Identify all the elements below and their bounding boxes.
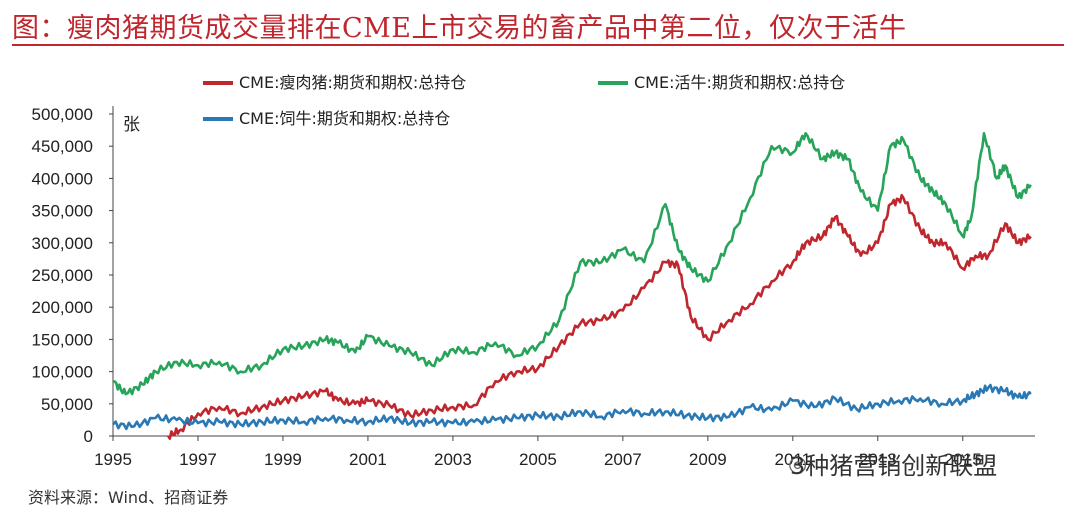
x-tick-label: 2001 — [349, 450, 387, 469]
x-tick-label: 1999 — [264, 450, 302, 469]
x-tick-label: 2011 — [775, 450, 812, 469]
y-tick-label: 200,000 — [32, 298, 93, 317]
chart-series — [112, 132, 1032, 440]
legend-label: CME:瘦肉猪:期货和期权:总持仓 — [239, 73, 466, 92]
x-tick-label: 2009 — [689, 450, 727, 469]
x-tick-label: 2005 — [519, 450, 557, 469]
y-tick-label: 0 — [84, 427, 93, 446]
watermark-text: 3种猪营销创新联盟 — [790, 452, 998, 480]
x-tick-label: 2015 — [944, 450, 982, 469]
series-line-2 — [112, 383, 1032, 431]
title-divider — [12, 44, 1064, 46]
x-tick-label: 2007 — [604, 450, 642, 469]
legend-label: CME:饲牛:期货和期权:总持仓 — [239, 109, 450, 128]
x-tick-label: 1997 — [179, 450, 217, 469]
y-tick-label: 300,000 — [32, 234, 93, 253]
x-tick-label: 1995 — [94, 450, 132, 469]
x-tick-label: 2013 — [859, 450, 897, 469]
y-tick-label: 350,000 — [32, 202, 93, 221]
y-tick-label: 500,000 — [32, 105, 93, 124]
chart-axes: 500,000 450,000 400,000 350,000 300,000 250,0… — [32, 105, 1035, 469]
series-line-0 — [167, 193, 1032, 440]
y-tick-label: 150,000 — [32, 330, 93, 349]
chart-title: 图：瘦肉猪期货成交量排在CME上市交易的畜产品中第二位，仅次于活牛 — [12, 13, 907, 44]
y-tick-label: 50,000 — [41, 395, 93, 414]
y-axis-unit: 张 — [123, 115, 140, 134]
series-line-1 — [112, 132, 1032, 396]
chart-legend: CME:瘦肉猪:期货和期权:总持仓 CME:活牛:期货和期权:总持仓 CME:饲牛:… — [203, 73, 845, 128]
legend-label: CME:活牛:期货和期权:总持仓 — [634, 73, 845, 92]
x-tick-label: 2003 — [434, 450, 472, 469]
y-tick-label: 400,000 — [32, 169, 93, 188]
y-tick-label: 100,000 — [32, 363, 93, 382]
source-note: 资料来源：Wind、招商证券 — [28, 488, 229, 507]
wechat-icon: ◎ — [788, 452, 808, 477]
y-tick-label: 450,000 — [32, 137, 93, 156]
y-tick-label: 250,000 — [32, 266, 93, 285]
